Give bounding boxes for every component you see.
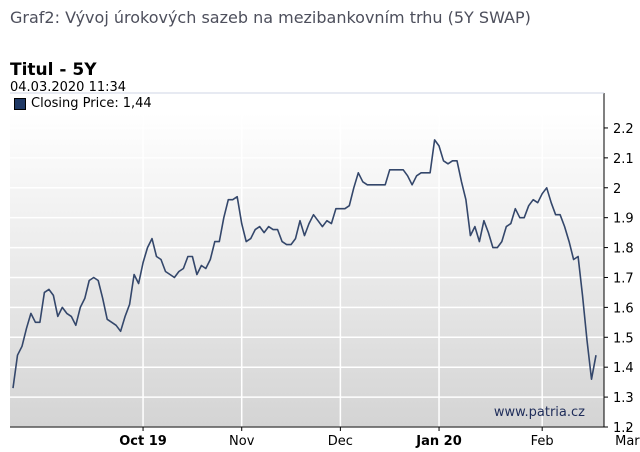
y-tick-label: 1.3 bbox=[613, 391, 634, 406]
legend-label: Closing Price: bbox=[31, 96, 119, 111]
y-tick-label: 2 bbox=[613, 182, 621, 197]
x-tick-label: Nov bbox=[229, 434, 255, 449]
y-tick-label: 1.6 bbox=[613, 301, 634, 316]
x-tick-label: Oct 19 bbox=[119, 434, 167, 449]
chart-caption: Graf2: Vývoj úrokových sazeb na mezibank… bbox=[10, 8, 531, 27]
y-tick-label: 1.4 bbox=[613, 361, 634, 376]
legend-value: 1,44 bbox=[122, 96, 152, 111]
chart-legend: Closing Price: 1,44 bbox=[14, 96, 152, 111]
x-tick-label: Jan 20 bbox=[415, 434, 461, 449]
series-line-closing-price bbox=[12, 139, 597, 389]
grid bbox=[10, 113, 629, 428]
plot-area bbox=[10, 113, 604, 427]
chart-title: Titul - 5Y bbox=[10, 60, 97, 80]
axes: 1.2 1.3 1.4 1.5 1.6 1.7 1.8 1.9 2 2.1 2.2 Oct 19 Nov… bbox=[10, 92, 640, 449]
y-tick-label: 1.8 bbox=[613, 242, 634, 257]
y-tick-label: 1.9 bbox=[613, 212, 634, 227]
y-tick-label: 1.2 bbox=[613, 421, 634, 436]
x-tick-label: Feb bbox=[531, 434, 554, 449]
y-tick-label: 2.2 bbox=[613, 122, 634, 137]
legend-swatch-icon bbox=[14, 97, 26, 110]
x-tick-label: Dec bbox=[328, 434, 353, 449]
y-tick-label: 1.5 bbox=[613, 331, 634, 346]
series-layer bbox=[12, 139, 597, 389]
watermark: www.patria.cz bbox=[494, 405, 585, 420]
x-tick-label: Mar bbox=[615, 434, 640, 449]
chart-timestamp: 04.03.2020 11:34 bbox=[10, 80, 127, 95]
y-tick-label: 2.1 bbox=[613, 152, 634, 167]
y-tick-label: 1.7 bbox=[613, 271, 634, 286]
